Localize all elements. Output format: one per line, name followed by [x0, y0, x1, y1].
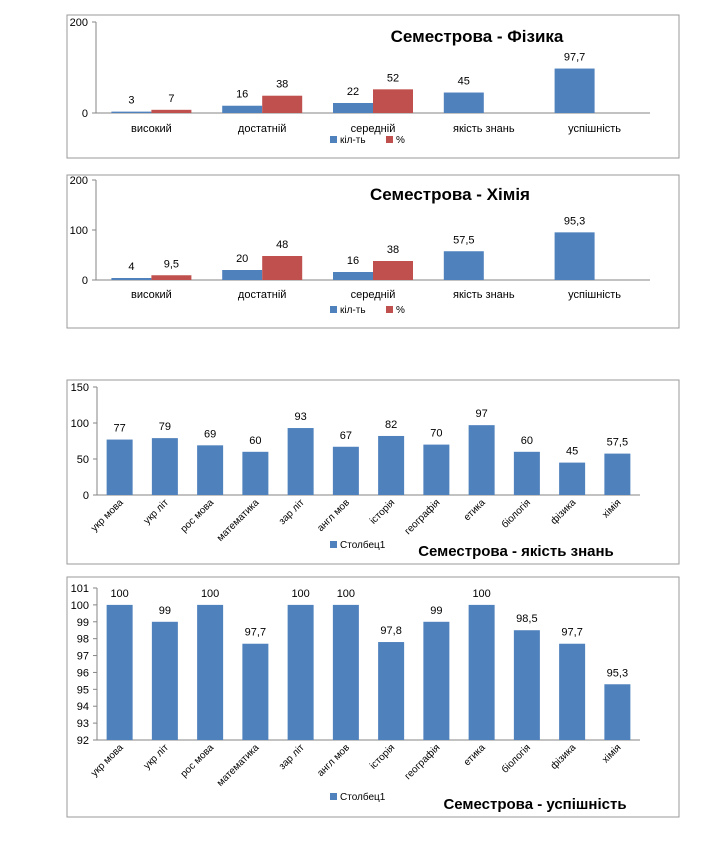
y-tick-label: 0: [82, 108, 88, 120]
data-label: 3: [128, 95, 134, 107]
category-label: якість знань: [453, 123, 515, 135]
category-label: успішність: [568, 123, 621, 135]
bar-series1: [222, 105, 263, 113]
chart-title: Семестрова - Фізика: [391, 27, 564, 46]
y-tick-label: 200: [70, 17, 88, 29]
category-label: достатній: [238, 123, 287, 135]
bar-series1: [333, 102, 373, 113]
bar-series1: [554, 68, 595, 113]
legend-label: кіл-ть: [340, 135, 366, 146]
data-label: 52: [387, 72, 399, 84]
data-label: 7: [168, 93, 174, 105]
category-label: високий: [131, 123, 172, 135]
bar-series2: [262, 95, 303, 113]
bar-series1: [111, 111, 152, 113]
bar-series2: [151, 109, 192, 113]
legend-label: %: [396, 135, 405, 146]
legend-swatch: [330, 136, 337, 143]
data-label: 45: [458, 76, 470, 88]
category-label: середній: [351, 123, 396, 135]
data-label: 38: [276, 79, 288, 91]
legend-swatch: [386, 136, 393, 143]
data-label: 16: [236, 89, 248, 101]
data-label: 97,7: [564, 52, 585, 64]
data-label: 22: [347, 86, 359, 98]
bar-series1: [443, 92, 484, 113]
bar-series2: [373, 89, 413, 113]
